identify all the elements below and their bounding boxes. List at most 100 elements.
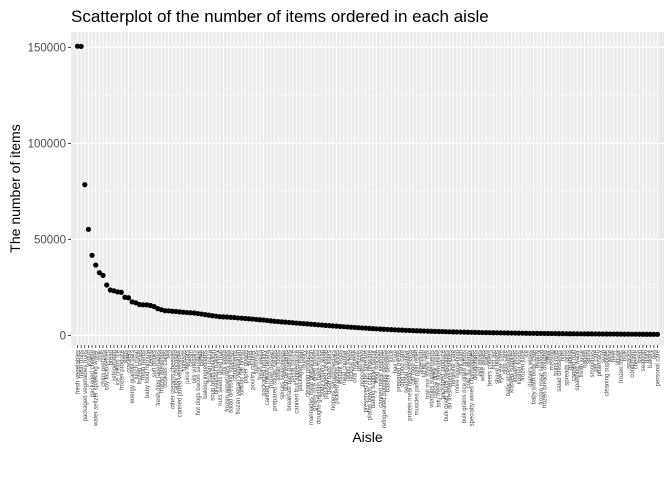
- x-tick-label: meat: [637, 350, 643, 364]
- x-tick-label: soft drinks: [152, 350, 158, 377]
- data-point: [574, 331, 580, 337]
- x-tick-label: frozen breakfast: [159, 350, 165, 393]
- x-tick-label: fresh vegetables: [76, 350, 82, 394]
- x-tick-label: juice nectars: [185, 350, 191, 385]
- data-point: [483, 330, 489, 336]
- data-point: [625, 331, 631, 337]
- x-tick-label: digestion: [418, 350, 424, 374]
- x-tick-label: baby bath body care: [531, 349, 537, 404]
- x-tick-label: buns rolls: [553, 350, 559, 376]
- x-tick-label: grains rice dried goods: [313, 350, 319, 411]
- x-tick-label: beer: [612, 350, 618, 362]
- data-point: [643, 331, 650, 337]
- data-point: [414, 328, 420, 334]
- data-point: [446, 329, 453, 335]
- x-tick-label: dish detergents: [283, 350, 289, 391]
- data-point: [512, 330, 518, 336]
- x-tick-label: deodorants: [473, 350, 479, 380]
- data-point: [611, 331, 617, 337]
- x-tick-label: feminine care: [451, 349, 457, 386]
- x-tick-label: fresh juice: [579, 349, 585, 377]
- data-point: [545, 330, 551, 337]
- x-tick-label: canned meat seafood: [378, 350, 384, 408]
- data-point: [461, 329, 467, 335]
- x-tick-label: energy granola bars: [130, 350, 136, 403]
- x-tick-label: spirits: [484, 350, 490, 366]
- x-tick-label: baby food formula: [145, 349, 151, 398]
- data-point: [592, 331, 599, 337]
- data-point: [505, 330, 511, 336]
- x-tick-label: hummus: [254, 350, 260, 373]
- data-point: [220, 314, 227, 320]
- x-tick-label: cream: [189, 350, 195, 367]
- x-tick-label: missing: [550, 350, 556, 370]
- x-tick-label: canned jarred vegetables: [178, 350, 184, 417]
- data-point: [651, 331, 657, 337]
- x-tick-label: honeys syrups nectars: [331, 350, 337, 410]
- data-point: [89, 252, 95, 258]
- data-point: [508, 330, 515, 336]
- x-tick-label: milk: [97, 349, 103, 361]
- data-point: [140, 302, 146, 308]
- x-tick-label: frozen foods: [619, 350, 625, 383]
- data-point: [585, 331, 591, 337]
- data-point: [618, 331, 624, 337]
- x-tick-label: sushi: [586, 350, 592, 364]
- x-tick-label: frozen produce: [119, 349, 125, 390]
- data-point: [425, 328, 431, 334]
- data-point: [654, 331, 661, 337]
- x-tick-label: sparkling water: [575, 350, 581, 390]
- x-tick-label: spreads jams: [564, 350, 570, 386]
- data-point: [428, 328, 434, 334]
- x-tick-label: indian foods: [513, 350, 519, 382]
- data-point: [563, 331, 569, 337]
- x-tick-label: oral hygiene: [353, 349, 359, 382]
- major-gridlines: [71, 32, 664, 345]
- x-tick-label: packaged seafood: [324, 350, 330, 399]
- x-tick-label: paper goods: [243, 350, 249, 383]
- data-point: [82, 182, 88, 188]
- x-tick-label: other: [546, 350, 552, 364]
- data-point: [432, 328, 438, 334]
- data-point: [596, 331, 602, 337]
- x-tick-label: beers coolers: [488, 350, 494, 386]
- data-point: [490, 330, 496, 336]
- x-tick-label: specialty wines champagnes: [469, 350, 475, 426]
- x-tick-label: frozen meals: [138, 350, 144, 384]
- x-tick-label: fresh pasta: [258, 349, 264, 379]
- data-point: [472, 329, 478, 335]
- x-tick-label: butter: [247, 350, 253, 365]
- x-tick-label: pickled goods olives: [334, 350, 340, 404]
- y-tick-label: 0: [60, 330, 66, 342]
- data-point: [607, 331, 613, 337]
- x-tick-label: seafood counter: [404, 350, 410, 393]
- x-tick-label: packaged poultry: [262, 350, 268, 396]
- x-tick-label: bakery desserts: [386, 350, 392, 392]
- data-point: [556, 331, 562, 337]
- data-point: [104, 282, 110, 288]
- x-tick-label: hot dogs bacon sausage: [196, 349, 202, 415]
- x-tick-label: white wines: [480, 350, 486, 382]
- x-tick-label: ice: [524, 349, 530, 357]
- data-point: [125, 295, 132, 301]
- x-tick-label: cocoa drink mixes: [433, 350, 439, 398]
- x-tick-label: trash bags liners: [327, 350, 333, 394]
- x-tick-label: tortillas flat bread: [240, 350, 246, 396]
- data-point: [399, 327, 405, 333]
- data-point: [633, 331, 639, 337]
- y-axis: 0 50000 100000 150000: [28, 42, 71, 342]
- x-tick-label: facial care: [422, 349, 428, 377]
- x-tick-label: fresh dips tapenades: [156, 350, 162, 406]
- x-tick-label: red wines: [477, 350, 483, 376]
- x-tick-label: trail mix snack mix: [426, 350, 432, 399]
- data-point: [581, 331, 588, 337]
- data-point: [519, 330, 526, 336]
- data-point: [636, 331, 642, 337]
- x-tick-label: kitchen supplies: [510, 350, 516, 393]
- x-tick-label: chips pretzels: [101, 350, 107, 387]
- data-point: [169, 308, 175, 314]
- x-tick-label: vitamins supplements: [429, 350, 435, 408]
- data-point: [410, 328, 416, 334]
- x-tick-label: pasta sauce: [291, 349, 297, 382]
- x-tick-label: tofu meat alternatives: [437, 350, 443, 407]
